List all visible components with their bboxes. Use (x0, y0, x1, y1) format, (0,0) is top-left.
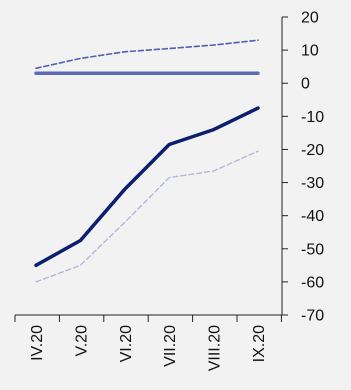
y-tick-label: -70 (301, 308, 324, 325)
series-layer (34, 39, 260, 283)
x-tick-label: VI.20 (118, 325, 135, 362)
y-tick-label: 0 (301, 76, 310, 93)
series-line-1 (34, 106, 260, 268)
y-tick-label: -40 (301, 208, 324, 225)
y-tick-label: -50 (301, 241, 324, 258)
x-tick-label: VIII.20 (207, 325, 224, 371)
y-tick-label: 10 (301, 43, 319, 60)
x-tick-label: IV.20 (29, 325, 46, 361)
series-line-4 (35, 150, 259, 283)
x-tick-label: V.20 (73, 325, 90, 357)
y-tick-label: -60 (301, 274, 324, 291)
y-tick-label: 20 (301, 10, 319, 27)
series-line-3 (35, 39, 259, 70)
x-tick-label: VII.20 (162, 325, 179, 367)
y-tick-label: -10 (301, 109, 324, 126)
x-tick-label: IX.20 (251, 325, 268, 362)
y-tick-label: -30 (301, 175, 324, 192)
y-tick-label: -20 (301, 142, 324, 159)
axis-layer: 20 10 0 -10 -20 -30 -40 -50 -60 -70 IV.20 V.20 VI.20… (14, 10, 324, 371)
